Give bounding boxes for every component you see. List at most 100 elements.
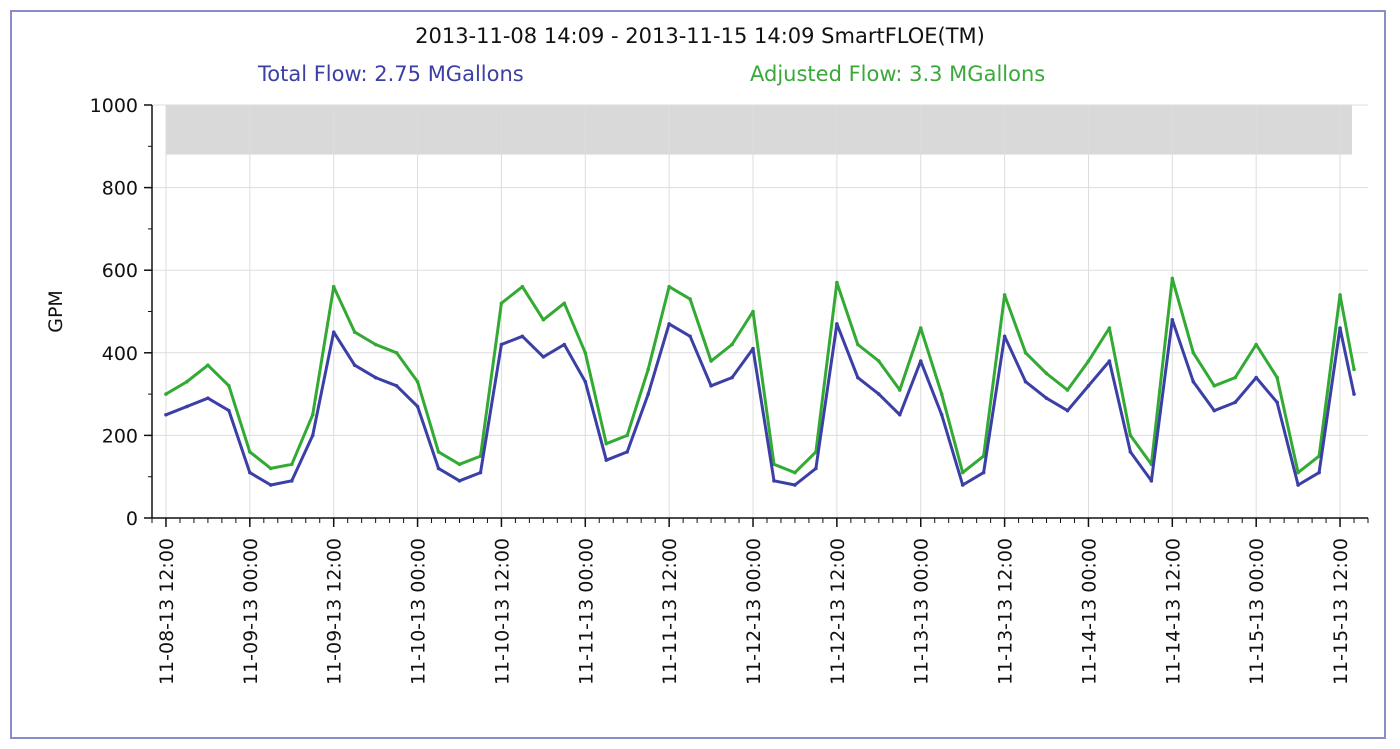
adjusted-flow-point [1296, 470, 1300, 475]
adjusted-flow-point [1107, 326, 1112, 330]
adjusted-flow-point [667, 284, 671, 289]
adjusted-flow-point [646, 367, 650, 372]
adjusted-flow-point [541, 317, 546, 322]
total-flow-point [981, 470, 986, 475]
adjusted-flow-point [1254, 342, 1258, 347]
adjusted-flow-point [1170, 276, 1175, 281]
adjusted-flow-point [877, 359, 881, 363]
x-tick-label: 11-13-13 12:00 [995, 538, 1017, 685]
total-flow-point [394, 384, 399, 388]
x-tick-label: 11-14-13 12:00 [1162, 538, 1184, 685]
total-flow-point [960, 483, 965, 487]
adjusted-flow-point [1065, 388, 1070, 392]
adjusted-flow-point [436, 450, 441, 454]
total-flow-point [939, 412, 944, 417]
total-flow-point [772, 479, 776, 483]
total-flow-point [1338, 326, 1342, 330]
total-flow-point [478, 470, 483, 475]
total-flow-label: Total Flow: 2.75 MGallons [258, 62, 524, 86]
adjusted-flow-point [1352, 367, 1356, 372]
x-tick-label: 11-09-13 00:00 [240, 538, 262, 685]
adjusted-flow-point [1002, 293, 1007, 297]
total-flow-point [583, 379, 588, 384]
y-tick-label: 1000 [90, 95, 138, 117]
x-tick-label: 11-11-13 12:00 [659, 538, 681, 685]
adjusted-flow-point [918, 326, 923, 330]
adjusted-flow-point [1128, 433, 1133, 438]
adjusted-flow-point [751, 309, 755, 314]
adjusted-flow-point [709, 359, 713, 363]
adjusted-flow-point [939, 392, 944, 396]
total-flow-point [1317, 470, 1321, 475]
adjusted-flow-point [269, 466, 273, 471]
adjusted-flow-point [457, 462, 462, 467]
total-flow-point [1128, 450, 1133, 454]
total-flow-point [1044, 396, 1049, 401]
total-flow-point [793, 483, 797, 487]
total-flow-point [1352, 392, 1356, 396]
adjusted-flow-point [730, 342, 734, 347]
total-flow-point [1296, 483, 1300, 487]
y-tick-label: 800 [102, 178, 138, 200]
adjusted-flow-label: Adjusted Flow: 3.3 MGallons [750, 62, 1046, 86]
y-axis-label: GPM [45, 290, 67, 333]
total-flow-point [541, 355, 546, 359]
total-flow-point [730, 375, 734, 380]
total-flow-point [310, 433, 315, 438]
x-tick-label: 11-08-13 12:00 [156, 538, 178, 685]
total-flow-point [520, 334, 525, 339]
total-flow-point [352, 363, 357, 367]
adjusted-flow-point [1023, 351, 1028, 355]
total-flow-point [499, 342, 504, 347]
total-flow-point [814, 466, 818, 471]
adjusted-flow-point [185, 379, 189, 384]
total-flow-point [415, 404, 420, 409]
total-flow-point [248, 470, 252, 475]
x-tick-label: 11-09-13 12:00 [324, 538, 346, 685]
x-tick-label: 11-15-13 12:00 [1330, 538, 1352, 685]
total-flow-point [1191, 379, 1196, 384]
total-flow-point [562, 342, 567, 347]
adjusted-flow-point [856, 342, 860, 347]
total-flow-point [897, 412, 902, 417]
total-flow-point [625, 450, 630, 454]
total-flow-point [709, 384, 713, 388]
adjusted-flow-point [1338, 293, 1342, 297]
adjusted-flow-point [1212, 384, 1217, 388]
adjusted-flow-point [415, 379, 420, 384]
total-flow-point [206, 396, 210, 401]
adjusted-flow-point [960, 470, 965, 475]
adjusted-flow-point [1275, 375, 1279, 380]
x-tick-label: 11-13-13 00:00 [911, 538, 933, 685]
total-flow-point [1023, 379, 1028, 384]
total-flow-point [1212, 408, 1217, 413]
total-flow-point [164, 412, 168, 417]
adjusted-flow-point [499, 301, 504, 306]
total-flow-point [688, 334, 692, 339]
total-flow-point [373, 375, 378, 380]
total-flow-point [918, 359, 923, 363]
y-tick-label: 400 [102, 343, 138, 365]
total-flow-point [604, 458, 609, 462]
adjusted-flow-point [352, 330, 357, 334]
adjusted-flow-point [164, 392, 168, 396]
total-flow-point [667, 322, 671, 326]
total-flow-point [1086, 384, 1091, 388]
total-flow-point [289, 479, 294, 483]
total-flow-point [856, 375, 860, 380]
adjusted-flow-point [604, 441, 609, 446]
adjusted-flow-point [583, 351, 588, 355]
x-tick-label: 11-12-13 00:00 [743, 538, 765, 685]
adjusted-flow-point [227, 384, 231, 388]
adjusted-flow-point [310, 412, 315, 417]
chart-title: 2013-11-08 14:09 - 2013-11-15 14:09 Smar… [415, 24, 985, 48]
x-tick-label: 11-11-13 00:00 [575, 538, 597, 685]
total-flow-point [269, 483, 273, 487]
y-tick-label: 0 [126, 508, 138, 530]
adjusted-flow-point [520, 284, 525, 289]
adjusted-flow-point [1191, 351, 1196, 355]
total-flow-point [436, 466, 441, 471]
adjusted-flow-point [394, 351, 399, 355]
adjusted-flow-point [688, 297, 692, 301]
